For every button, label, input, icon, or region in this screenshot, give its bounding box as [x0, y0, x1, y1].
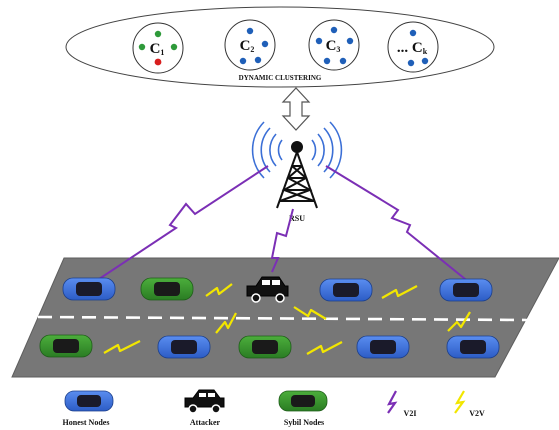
- node-dot: [409, 29, 417, 37]
- v2i-link: [325, 165, 471, 284]
- honest-car-4: [157, 335, 211, 359]
- node-dot: [170, 43, 178, 51]
- node-dot: [421, 57, 429, 65]
- legend-honest-car-icon: [64, 390, 114, 412]
- cluster-ck: ... Ck: [387, 21, 439, 73]
- dynamic-clustering-panel: DYNAMIC CLUSTERING C1 C2 C3: [65, 6, 495, 88]
- legend-attacker-car-icon: [184, 389, 225, 414]
- v2v-bolt-icon: [205, 283, 233, 297]
- node-dot: [154, 30, 162, 38]
- node-dot: [261, 40, 269, 48]
- double-arrow-icon: [281, 87, 311, 131]
- v2v-bolt-icon: [215, 312, 237, 334]
- legend-sybil-label: Sybil Nodes: [284, 418, 324, 427]
- honest-car-2: [319, 278, 373, 302]
- node-dot: [239, 57, 247, 65]
- honest-car-1: [62, 277, 116, 301]
- honest-car-5: [356, 335, 410, 359]
- node-dot: [330, 26, 338, 34]
- cluster-c3-label: C3: [326, 38, 341, 54]
- node-dot: [407, 59, 415, 67]
- node-dot: [138, 43, 146, 51]
- cluster-c1-label: C1: [150, 41, 165, 57]
- node-dot: [339, 57, 347, 65]
- v2v-bolt-icon: [381, 285, 418, 299]
- v2v-links: [103, 283, 471, 355]
- sybil-car-1: [140, 277, 194, 301]
- signal-waves-icon: [251, 121, 343, 179]
- node-dot: [346, 37, 354, 45]
- sybil-car-3: [238, 335, 292, 359]
- node-dot: [246, 27, 254, 35]
- node-dot: [254, 56, 262, 64]
- cluster-c2-label: C2: [240, 38, 255, 54]
- legend-v2i-label: V2I: [404, 409, 417, 418]
- v2i-link: [92, 165, 269, 284]
- cluster-c3: C3: [308, 19, 360, 71]
- cluster-c1: C1: [132, 22, 184, 74]
- legend-sybil-car-icon: [278, 390, 328, 412]
- v2i-links: [92, 165, 471, 284]
- node-dot: [323, 57, 331, 65]
- sybil-car-2: [39, 334, 93, 358]
- legend-honest-label: Honest Nodes: [63, 418, 110, 427]
- honest-car-3: [439, 278, 493, 302]
- legend-attacker-label: Attacker: [190, 418, 221, 427]
- legend-v2i-bolt-icon: [386, 390, 398, 414]
- honest-car-6: [446, 335, 500, 359]
- legend: Honest Nodes Attacker Sybil Nodes V2I V2…: [63, 389, 485, 427]
- legend-v2v-bolt-icon: [454, 390, 466, 414]
- rsu-label: RSU: [289, 214, 305, 223]
- v2v-bolt-icon: [293, 306, 327, 320]
- cluster-ck-label: ... Ck: [397, 40, 428, 56]
- v2v-bolt-icon: [103, 340, 141, 354]
- clustering-title: DYNAMIC CLUSTERING: [239, 74, 322, 82]
- v2i-link: [270, 208, 294, 273]
- v2v-bolt-icon: [447, 311, 471, 332]
- attacker-car: [246, 276, 289, 303]
- road: [11, 257, 559, 378]
- cluster-c2: C2: [224, 19, 276, 71]
- node-dot: [315, 37, 323, 45]
- attacker-dot: [154, 58, 162, 66]
- v2v-bolt-icon: [306, 341, 343, 355]
- legend-v2v-label: V2V: [469, 409, 485, 418]
- rsu-tower-icon: [276, 141, 318, 209]
